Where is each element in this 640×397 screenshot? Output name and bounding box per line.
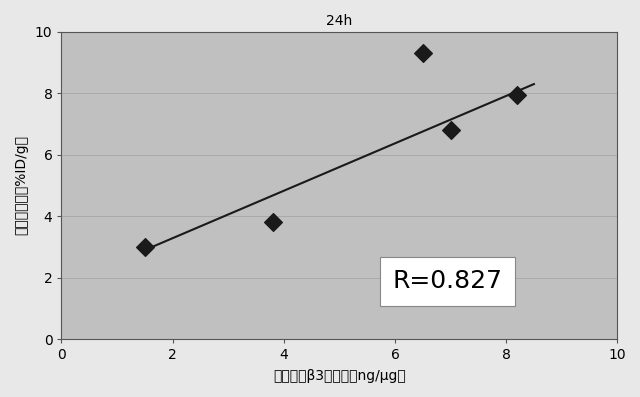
- Point: [140, 244, 150, 250]
- Title: 24h: 24h: [326, 14, 353, 28]
- Point: [268, 219, 278, 225]
- Point: [418, 50, 428, 56]
- Y-axis label: 腫瘍集積量（%ID/g）: 腫瘍集積量（%ID/g）: [14, 135, 28, 235]
- X-axis label: 腫瘍塊中β3発現量（ng/μg）: 腫瘍塊中β3発現量（ng/μg）: [273, 369, 406, 383]
- Point: [512, 92, 522, 98]
- Point: [445, 127, 456, 133]
- Text: R=0.827: R=0.827: [392, 269, 502, 293]
